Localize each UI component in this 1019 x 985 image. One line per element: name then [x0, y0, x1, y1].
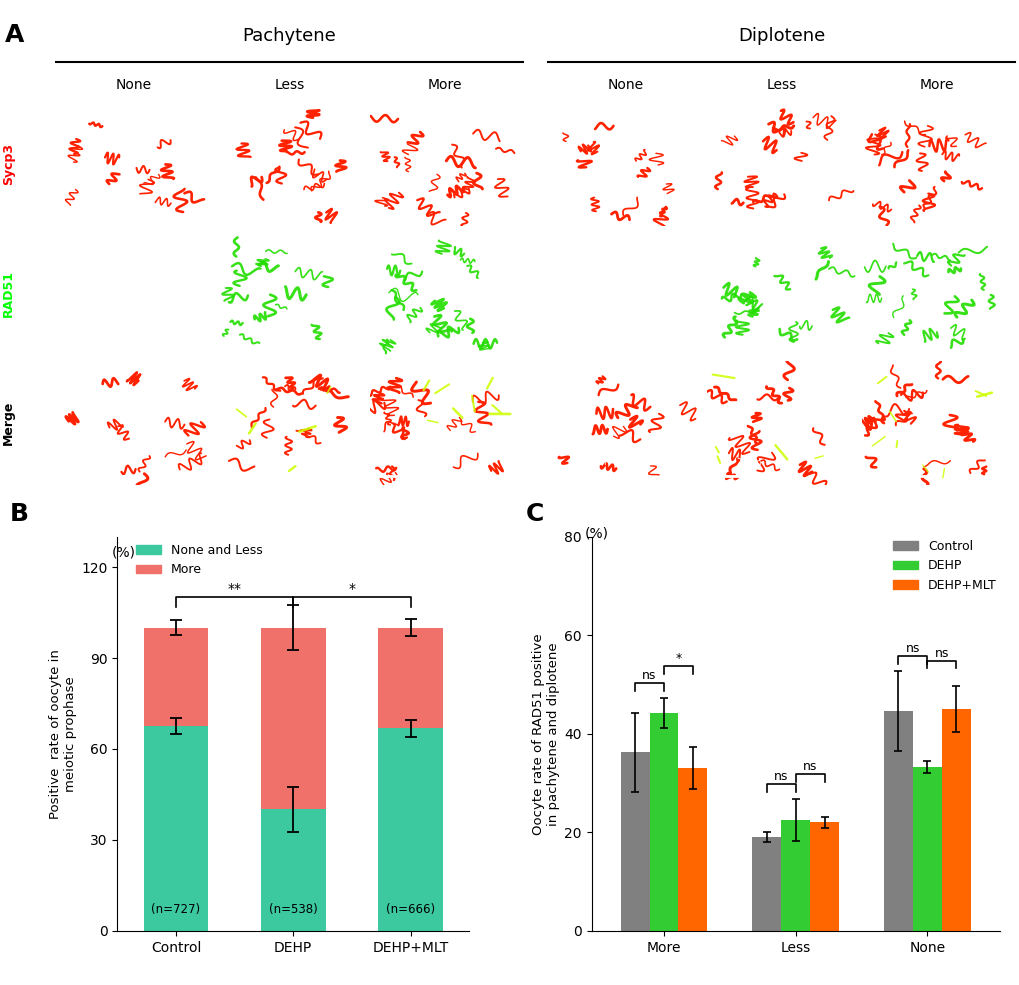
- Text: ns: ns: [802, 759, 816, 773]
- Text: (n=666): (n=666): [385, 902, 435, 916]
- Text: ns: ns: [905, 642, 919, 655]
- Text: (%): (%): [111, 546, 136, 559]
- Bar: [781, 820, 809, 931]
- Bar: [144, 726, 208, 931]
- Text: Merge: Merge: [2, 401, 15, 445]
- Bar: [809, 822, 839, 931]
- Text: 20 μm: 20 μm: [245, 458, 269, 467]
- Text: ns: ns: [933, 646, 948, 660]
- Text: 20 μm: 20 μm: [400, 458, 425, 467]
- Text: 20 μm: 20 μm: [892, 458, 916, 467]
- Text: (n=538): (n=538): [269, 902, 317, 916]
- Text: Less: Less: [765, 78, 796, 92]
- Text: (n=727): (n=727): [151, 902, 201, 916]
- Text: Diplotene: Diplotene: [737, 27, 824, 44]
- Bar: [261, 627, 325, 809]
- Bar: [751, 837, 781, 931]
- Text: 20 μm: 20 μm: [581, 458, 605, 467]
- Bar: [144, 627, 208, 726]
- Text: Pachytene: Pachytene: [243, 27, 336, 44]
- Bar: [941, 709, 970, 931]
- Bar: [261, 809, 325, 931]
- Text: None: None: [116, 78, 152, 92]
- Bar: [620, 753, 649, 931]
- Text: RAD51: RAD51: [2, 270, 15, 317]
- Text: 20 μm: 20 μm: [737, 458, 761, 467]
- Bar: [882, 711, 912, 931]
- Text: ns: ns: [642, 669, 656, 682]
- Bar: [378, 627, 442, 728]
- Text: Less: Less: [274, 78, 305, 92]
- Text: *: *: [348, 582, 355, 596]
- Y-axis label: Positive  rate of oocyte in
meiotic prophase: Positive rate of oocyte in meiotic proph…: [49, 649, 77, 819]
- Bar: [649, 713, 678, 931]
- Bar: [378, 728, 442, 931]
- Text: 20 μm: 20 μm: [90, 458, 114, 467]
- Text: More: More: [427, 78, 462, 92]
- Text: **: **: [227, 582, 242, 596]
- Y-axis label: Oocyte rate of RAD51 positive
in pachytene and diplotene: Oocyte rate of RAD51 positive in pachyte…: [532, 633, 559, 834]
- Text: None: None: [607, 78, 643, 92]
- Legend: Control, DEHP, DEHP+MLT: Control, DEHP, DEHP+MLT: [887, 535, 1001, 597]
- Legend: None and Less, More: None and Less, More: [130, 539, 267, 581]
- Text: (%): (%): [585, 527, 608, 541]
- Text: A: A: [5, 23, 24, 46]
- Text: More: More: [919, 78, 954, 92]
- Text: C: C: [525, 502, 543, 526]
- Bar: [678, 768, 707, 931]
- Text: ns: ns: [773, 769, 788, 783]
- Text: Sycp3: Sycp3: [2, 143, 15, 185]
- Text: B: B: [10, 502, 30, 526]
- Text: *: *: [675, 652, 681, 665]
- Bar: [912, 767, 941, 931]
